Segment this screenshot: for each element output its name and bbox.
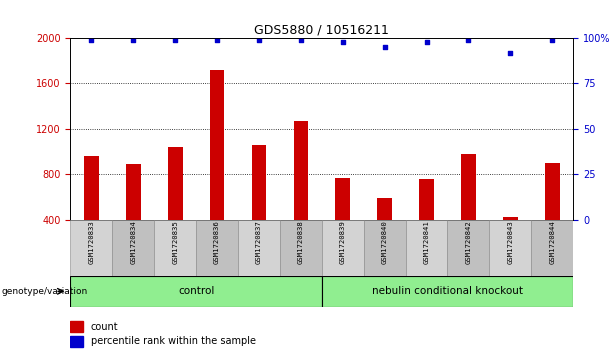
Bar <box>489 220 531 276</box>
Point <box>463 37 473 43</box>
Bar <box>252 145 266 220</box>
Bar <box>335 178 350 220</box>
Bar <box>126 164 140 220</box>
Bar <box>364 220 406 276</box>
Bar <box>322 276 573 307</box>
Bar <box>378 198 392 220</box>
Bar <box>210 70 224 220</box>
Point <box>547 37 557 43</box>
Point <box>86 37 96 43</box>
Text: GSM1720833: GSM1720833 <box>88 221 94 265</box>
Point <box>296 37 306 43</box>
Text: count: count <box>91 322 118 332</box>
Point <box>129 37 139 43</box>
Text: GSM1720835: GSM1720835 <box>172 221 178 265</box>
Text: GSM1720839: GSM1720839 <box>340 221 346 265</box>
Point <box>338 39 348 45</box>
Text: nebulin conditional knockout: nebulin conditional knockout <box>372 286 523 296</box>
Bar <box>70 336 83 347</box>
Bar <box>531 220 573 276</box>
Text: GSM1720841: GSM1720841 <box>424 221 430 265</box>
Bar <box>84 156 99 220</box>
Point <box>212 37 222 43</box>
Text: control: control <box>178 286 215 296</box>
Text: percentile rank within the sample: percentile rank within the sample <box>91 336 256 346</box>
Point <box>422 39 432 45</box>
Bar <box>70 321 83 332</box>
Text: GSM1720842: GSM1720842 <box>465 221 471 265</box>
Bar <box>280 220 322 276</box>
Bar <box>294 121 308 220</box>
Bar <box>545 163 560 220</box>
Point <box>505 50 515 56</box>
Bar <box>70 220 112 276</box>
Text: GSM1720834: GSM1720834 <box>131 221 136 265</box>
Text: GSM1720836: GSM1720836 <box>214 221 220 265</box>
Bar <box>461 154 476 220</box>
Bar <box>447 220 489 276</box>
Bar <box>406 220 447 276</box>
Bar <box>322 220 364 276</box>
Point <box>254 37 264 43</box>
Point <box>170 37 180 43</box>
Text: GSM1720844: GSM1720844 <box>549 221 555 265</box>
Text: GSM1720843: GSM1720843 <box>508 221 513 265</box>
Bar <box>154 220 196 276</box>
Bar <box>419 179 434 220</box>
Bar <box>168 147 183 220</box>
Text: GSM1720837: GSM1720837 <box>256 221 262 265</box>
Bar <box>70 276 322 307</box>
Text: GSM1720840: GSM1720840 <box>382 221 387 265</box>
Text: genotype/variation: genotype/variation <box>1 287 88 296</box>
Title: GDS5880 / 10516211: GDS5880 / 10516211 <box>254 24 389 37</box>
Bar <box>238 220 280 276</box>
Bar <box>196 220 238 276</box>
Bar <box>503 217 517 220</box>
Bar <box>112 220 154 276</box>
Point <box>380 44 390 50</box>
Text: GSM1720838: GSM1720838 <box>298 221 304 265</box>
